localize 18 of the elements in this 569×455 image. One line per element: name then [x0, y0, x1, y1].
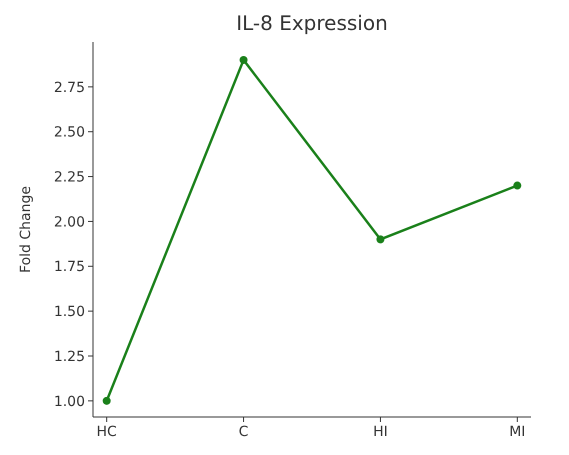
y-tick-label: 2.75 — [54, 80, 85, 96]
point — [240, 56, 248, 64]
point — [376, 235, 384, 244]
x-tick-label: HC — [96, 424, 118, 440]
y-tick-label: 2.25 — [54, 169, 85, 186]
x-tick-label: C — [238, 424, 249, 440]
chart-title: IL-8 Expression — [236, 11, 388, 35]
y-tick-label: 1.25 — [54, 348, 85, 365]
y-tick-label: 1.00 — [54, 394, 85, 410]
y-tick-label: 2.00 — [54, 214, 85, 230]
y-tick-label: 1.50 — [54, 304, 85, 320]
y-tick-label: 2.50 — [54, 124, 85, 141]
y-tick-label: 1.75 — [54, 259, 85, 276]
y-axis-title: Fold Change — [18, 186, 34, 273]
x-tick-label: MI — [509, 424, 526, 440]
x-tick-label: HI — [373, 424, 388, 440]
point — [513, 182, 522, 190]
point — [102, 396, 111, 405]
